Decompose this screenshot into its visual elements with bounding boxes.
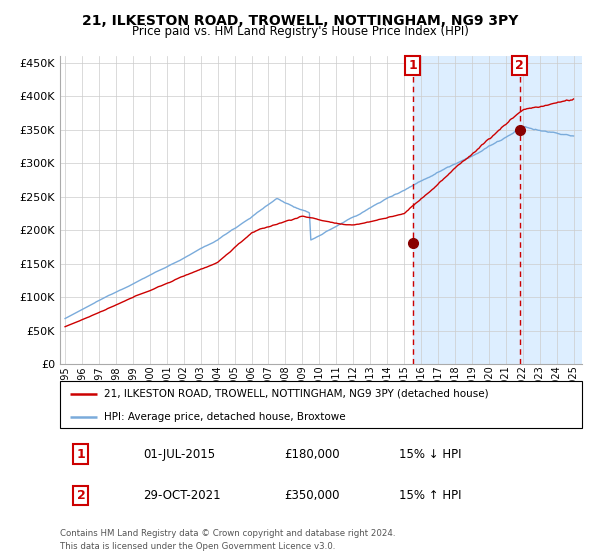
Text: 2: 2 [515,59,524,72]
Text: 29-OCT-2021: 29-OCT-2021 [143,489,221,502]
Text: 15% ↓ HPI: 15% ↓ HPI [400,447,462,460]
Text: 15% ↑ HPI: 15% ↑ HPI [400,489,462,502]
Text: £350,000: £350,000 [284,489,340,502]
Text: 21, ILKESTON ROAD, TROWELL, NOTTINGHAM, NG9 3PY: 21, ILKESTON ROAD, TROWELL, NOTTINGHAM, … [82,14,518,28]
Text: Price paid vs. HM Land Registry's House Price Index (HPI): Price paid vs. HM Land Registry's House … [131,25,469,38]
FancyBboxPatch shape [60,381,582,428]
Text: 1: 1 [77,447,85,460]
Bar [413,56,582,364]
Text: This data is licensed under the Open Government Licence v3.0.: This data is licensed under the Open Gov… [60,542,335,550]
Text: Contains HM Land Registry data © Crown copyright and database right 2024.: Contains HM Land Registry data © Crown c… [60,529,395,538]
Text: 01-JUL-2015: 01-JUL-2015 [143,447,215,460]
Text: HPI: Average price, detached house, Broxtowe: HPI: Average price, detached house, Brox… [104,412,346,422]
Text: 2: 2 [77,489,85,502]
Text: 1: 1 [408,59,417,72]
Text: £180,000: £180,000 [284,447,340,460]
Text: 21, ILKESTON ROAD, TROWELL, NOTTINGHAM, NG9 3PY (detached house): 21, ILKESTON ROAD, TROWELL, NOTTINGHAM, … [104,389,489,399]
